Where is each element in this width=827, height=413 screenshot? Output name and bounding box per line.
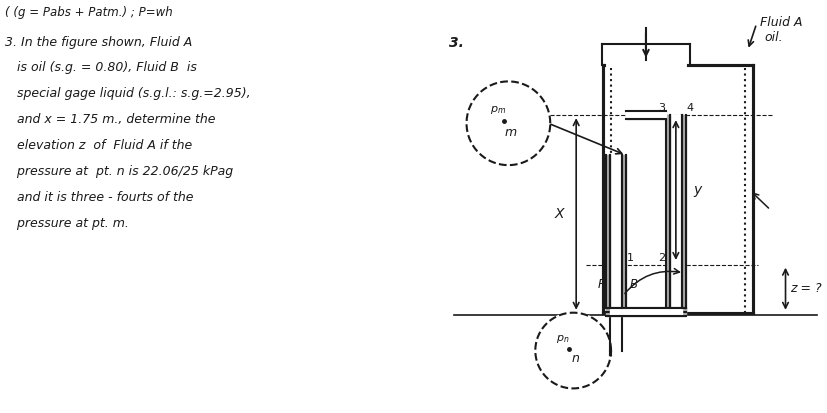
Bar — [605, 308, 685, 312]
Text: 4: 4 — [686, 103, 693, 113]
Text: pressure at pt. m.: pressure at pt. m. — [5, 217, 129, 230]
Text: $p_n$: $p_n$ — [556, 332, 569, 344]
Text: $n$: $n$ — [570, 352, 579, 365]
Bar — [625, 112, 665, 118]
Text: oil.: oil. — [763, 31, 782, 43]
Text: (sgl.: (sgl. — [602, 294, 628, 307]
Bar — [681, 115, 685, 308]
Bar — [605, 308, 685, 316]
Text: Fluid A: Fluid A — [758, 16, 801, 28]
Text: and it is three - fourts of the: and it is three - fourts of the — [5, 191, 194, 204]
Text: Fluid B: Fluid B — [597, 278, 638, 291]
Bar — [609, 155, 621, 308]
Text: 3. In the figure shown, Fluid A: 3. In the figure shown, Fluid A — [5, 36, 192, 49]
Text: special gage liquid (s.g.l.: s.g.=2.95),: special gage liquid (s.g.l.: s.g.=2.95), — [5, 88, 251, 100]
Text: is oil (s.g. = 0.80), Fluid B  is: is oil (s.g. = 0.80), Fluid B is — [5, 62, 197, 74]
Bar — [609, 309, 681, 315]
Bar — [665, 115, 669, 308]
Text: pressure at  pt. n is 22.06/25 kPag: pressure at pt. n is 22.06/25 kPag — [5, 165, 233, 178]
Text: ( (g = Pabs + Patm.) ; P=wh: ( (g = Pabs + Patm.) ; P=wh — [5, 6, 173, 19]
Text: and x = 1.75 m., determine the: and x = 1.75 m., determine the — [5, 113, 215, 126]
Text: X: X — [554, 207, 563, 221]
Text: $m$: $m$ — [503, 126, 516, 139]
Bar — [669, 115, 681, 308]
Text: 2: 2 — [657, 253, 664, 263]
Polygon shape — [466, 81, 550, 165]
Text: $p_m$: $p_m$ — [490, 104, 506, 116]
Text: y: y — [693, 183, 701, 197]
Text: z = ?: z = ? — [790, 282, 821, 295]
Bar — [609, 296, 681, 308]
Bar — [625, 111, 665, 119]
Text: 1: 1 — [626, 253, 633, 263]
Text: elevation z  of  Fluid A if the: elevation z of Fluid A if the — [5, 139, 192, 152]
Polygon shape — [535, 313, 610, 388]
Bar — [621, 155, 625, 308]
Bar — [605, 155, 609, 308]
Text: 3: 3 — [657, 103, 664, 113]
Text: 3.: 3. — [448, 36, 463, 50]
